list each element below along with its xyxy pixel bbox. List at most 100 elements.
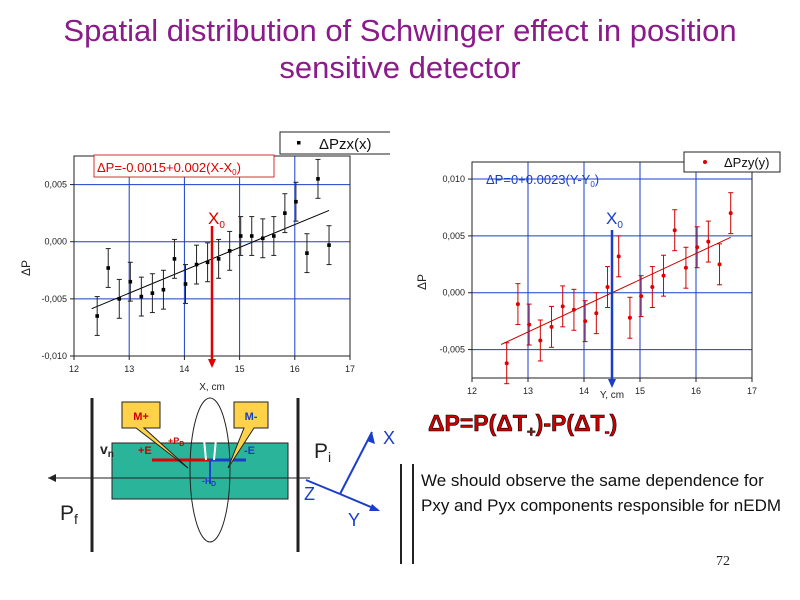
delta-p-formula: ΔP=P(ΔT+)-P(ΔT-): [428, 410, 618, 441]
axis-z-line: [305, 479, 341, 495]
fit-line: [500, 236, 731, 345]
data-point: [717, 262, 722, 267]
slide-title: Spatial distribution of Schwinger effect…: [63, 13, 737, 85]
y-tick-labels: 0,005 0,000 -0,005 -0,010: [41, 180, 67, 361]
tick-marks: [468, 178, 753, 382]
data-point: [161, 287, 166, 292]
x-tick-label: 17: [747, 386, 757, 396]
legend-box: [279, 131, 390, 155]
x-tick-label: 12: [467, 386, 477, 396]
slide-number: 72: [716, 554, 730, 569]
data-point: [616, 254, 621, 259]
data-point: [504, 361, 509, 366]
e-minus-label: -E: [244, 445, 255, 457]
y-tick-label: 0,005: [442, 231, 465, 241]
data-point: [305, 251, 309, 255]
y-tick-label: 0,005: [44, 180, 67, 190]
data-point: [661, 273, 666, 278]
x-tick-label: 17: [345, 364, 355, 374]
data-point: [194, 262, 199, 267]
x-tick-label: 16: [290, 364, 300, 374]
axis-x-label: X: [383, 428, 395, 448]
data-point: [260, 236, 265, 241]
crystal-slab: [111, 442, 289, 500]
data-point: [683, 265, 688, 270]
data-point: [150, 291, 155, 295]
data-point: [695, 245, 700, 250]
beam-arrowhead: [48, 474, 56, 482]
note-bracket: [400, 464, 414, 564]
axis-z-label: Z: [304, 484, 315, 504]
axis-y-arrowhead: [369, 504, 380, 511]
data-point: [728, 211, 733, 216]
observation-note: We should observe the same dependence fo…: [421, 471, 782, 515]
data-point: [571, 307, 576, 312]
fit-line: [91, 209, 330, 310]
data-point: [139, 294, 144, 299]
vn-label: vn: [100, 441, 114, 460]
m-plus-callout: [121, 401, 189, 469]
x-axis-label: X, cm: [199, 382, 225, 393]
y-axis-label: ΔP: [19, 260, 33, 276]
detector-diagram: M+ M- vn +E -E +PD -PD Pi Pf X Y Z: [48, 397, 395, 552]
pd-plus-label: +PD: [168, 436, 184, 448]
x-tick-label: 16: [691, 386, 701, 396]
data-point: [560, 304, 565, 309]
y-tick-labels: 0,010 0,005 0,000 -0,005: [439, 174, 465, 355]
pd-minus-label: -PD: [202, 476, 216, 488]
m-minus-callout: [227, 401, 269, 469]
x0-marker-label: X0: [208, 209, 225, 231]
legend-marker: [703, 160, 707, 164]
spin-ellipse: [189, 397, 231, 543]
chart-pzx: 12 13 14 15 16 17 0,005 0,000 -0,005 -0,…: [19, 131, 390, 393]
data-point: [527, 322, 532, 327]
x0-marker-label: X0: [606, 209, 623, 231]
data-point: [238, 234, 243, 238]
y-tick-label: -0,005: [439, 345, 465, 355]
fit-label: ΔP=0+0.0023(Y-Y0): [486, 172, 599, 189]
data-point: [95, 314, 99, 318]
data-points: [94, 158, 332, 336]
pf-label: Pf: [60, 502, 78, 527]
x0-marker-arrowhead: [608, 379, 616, 388]
legend-marker: [297, 141, 301, 145]
data-point: [583, 319, 588, 324]
chart-pzy: 12 13 14 15 16 17 0,010 0,005 0,000 -0,0…: [415, 151, 781, 400]
data-point: [316, 177, 320, 181]
x-tick-label: 13: [124, 364, 134, 374]
x-tick-label: 12: [69, 364, 79, 374]
data-point: [294, 199, 298, 204]
legend-label: ΔPzx(x): [319, 136, 372, 153]
spin-arrow-up: [201, 417, 207, 461]
data-point: [128, 279, 133, 284]
fit-label: ΔP=-0.0015+0.002(X-X0): [97, 160, 241, 177]
legend-box: [683, 151, 781, 173]
x-tick-label: 15: [635, 386, 645, 396]
data-point: [650, 285, 655, 290]
data-point: [106, 266, 111, 270]
data-points: [504, 192, 734, 385]
data-point: [249, 234, 254, 238]
x-tick-labels: 12 13 14 15 16 17: [467, 386, 757, 396]
axis-x-arrowhead: [367, 432, 375, 444]
x0-marker-arrowhead: [208, 359, 216, 368]
data-point: [272, 234, 276, 238]
y-tick-label: -0,010: [41, 351, 67, 361]
x-axis-label: Y, cm: [600, 390, 624, 400]
axis-y-label: Y: [348, 510, 360, 530]
data-point: [639, 294, 644, 299]
data-point: [627, 315, 632, 320]
data-point: [205, 260, 210, 265]
x-tick-label: 13: [523, 386, 533, 396]
x-tick-label: 15: [235, 364, 245, 374]
y-axis-label: ΔP: [415, 274, 429, 290]
y-tick-label: 0,010: [442, 174, 465, 184]
m-plus-label: M+: [133, 411, 149, 423]
y-tick-label: 0,000: [442, 288, 465, 298]
data-point: [594, 311, 599, 316]
fit-label-box: [93, 154, 275, 178]
x-tick-label: 14: [179, 364, 189, 374]
e-plus-label: +E: [138, 445, 152, 457]
x-tick-labels: 12 13 14 15 16 17: [69, 364, 355, 374]
data-point: [605, 285, 610, 290]
